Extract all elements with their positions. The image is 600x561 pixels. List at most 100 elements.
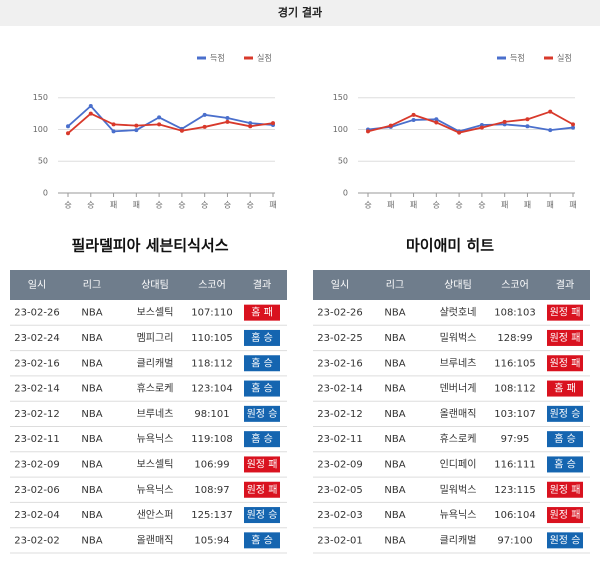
table-header xyxy=(313,270,590,300)
x-tick-label: 패 xyxy=(269,200,276,210)
cell: 보스셀틱 xyxy=(137,307,174,319)
result-text: 홈 패 xyxy=(554,382,576,395)
result-badge xyxy=(244,532,280,549)
result-text: 원정 승 xyxy=(550,408,581,420)
y-tick-label: 150 xyxy=(333,93,348,102)
result-text: 홈 승 xyxy=(251,432,273,445)
cell: 23-02-25 xyxy=(317,333,362,344)
x-tick-label: 승 xyxy=(201,201,208,210)
result-badge xyxy=(244,481,280,498)
column-header: 리그 xyxy=(386,279,404,291)
cell: 23-02-11 xyxy=(317,434,362,445)
point xyxy=(134,128,139,133)
result-badge xyxy=(244,405,280,422)
x-tick-label: 패 xyxy=(110,200,117,210)
cell: 23-02-16 xyxy=(317,358,362,369)
column-header: 일시 xyxy=(28,279,46,291)
point xyxy=(225,119,230,124)
point xyxy=(179,128,184,133)
cell: NBA xyxy=(81,510,102,521)
x-tick-label: 패 xyxy=(524,200,531,210)
cell: 뉴욕닉스 xyxy=(137,433,174,445)
cell: 23-02-06 xyxy=(14,485,59,496)
result-text: 원정 패 xyxy=(550,357,581,369)
result-text: 홈 패 xyxy=(251,306,273,319)
team-name: 필라델피아 세븐티식서스 xyxy=(71,237,228,255)
cell: 브루네츠 xyxy=(440,357,477,369)
cell: 브루네츠 xyxy=(137,408,174,420)
cell: 118:112 xyxy=(191,358,233,369)
cell: 108:112 xyxy=(494,384,536,395)
cell: 97:95 xyxy=(501,434,530,445)
point xyxy=(66,124,70,129)
cell: 23-02-24 xyxy=(14,333,59,344)
cell: 샬럿호네 xyxy=(440,307,477,319)
point xyxy=(134,123,139,128)
cell: 밀워벅스 xyxy=(440,331,477,344)
result-badge xyxy=(547,304,583,321)
point xyxy=(111,122,116,127)
cell: NBA xyxy=(81,308,102,319)
header-bar xyxy=(0,0,600,26)
cell: 휴스로케 xyxy=(137,383,174,395)
x-tick-label: 승 xyxy=(224,201,231,210)
cell: NBA xyxy=(384,485,405,496)
point xyxy=(434,120,439,125)
cell: 103:107 xyxy=(494,409,536,420)
column-header: 일시 xyxy=(331,279,349,291)
point xyxy=(111,129,116,134)
result-badge xyxy=(547,380,583,397)
legend-label: 득점 xyxy=(510,53,525,63)
line-series xyxy=(367,110,574,134)
point xyxy=(248,121,253,126)
result-text: 원정 패 xyxy=(550,484,581,496)
cell: NBA xyxy=(384,308,405,319)
x-tick-label: 패 xyxy=(547,200,554,210)
result-badge xyxy=(547,532,583,549)
column-header: 상대팀 xyxy=(141,279,169,291)
point xyxy=(157,122,162,127)
cell: 23-02-26 xyxy=(317,308,362,319)
column-header: 상대팀 xyxy=(444,279,472,291)
result-text: 홈 승 xyxy=(251,356,273,369)
y-tick-label: 100 xyxy=(33,125,48,134)
y-tick-label: 0 xyxy=(43,189,48,198)
cell: 125:137 xyxy=(191,510,233,521)
point xyxy=(366,129,370,134)
result-badge xyxy=(244,507,280,524)
x-tick-label: 패 xyxy=(410,200,417,210)
result-badge xyxy=(547,355,583,372)
result-badge xyxy=(547,431,583,448)
cell: 23-02-09 xyxy=(317,459,362,470)
cell: NBA xyxy=(81,384,102,395)
cell: NBA xyxy=(384,459,405,470)
result-text: 원정 패 xyxy=(247,458,278,470)
cell: 휴스로케 xyxy=(440,433,477,445)
result-text: 원정 승 xyxy=(550,534,581,546)
cell: NBA xyxy=(384,510,405,521)
cell: 23-02-02 xyxy=(14,535,59,546)
result-text: 홈 승 xyxy=(251,382,273,395)
cell: 110:105 xyxy=(191,333,233,344)
cell: 올랜매직 xyxy=(137,534,174,546)
result-badge xyxy=(547,507,583,524)
point xyxy=(548,109,553,114)
result-badge xyxy=(244,380,280,397)
point xyxy=(248,124,253,129)
column-header: 결과 xyxy=(253,279,271,291)
cell: 올랜매직 xyxy=(440,408,477,420)
cell: 샌안스퍼 xyxy=(137,509,174,521)
point xyxy=(502,119,507,124)
result-badge xyxy=(547,329,583,346)
x-tick-label: 승 xyxy=(455,201,462,210)
x-tick-label: 패 xyxy=(387,200,394,210)
y-tick-label: 150 xyxy=(33,93,48,102)
point xyxy=(457,130,462,135)
cell: 23-02-11 xyxy=(14,434,59,445)
cell: 멤피그리 xyxy=(137,332,174,344)
cell: 23-02-09 xyxy=(14,459,59,470)
point xyxy=(225,116,230,121)
point xyxy=(202,112,207,117)
result-badge xyxy=(547,456,583,473)
cell: 119:108 xyxy=(191,434,233,445)
